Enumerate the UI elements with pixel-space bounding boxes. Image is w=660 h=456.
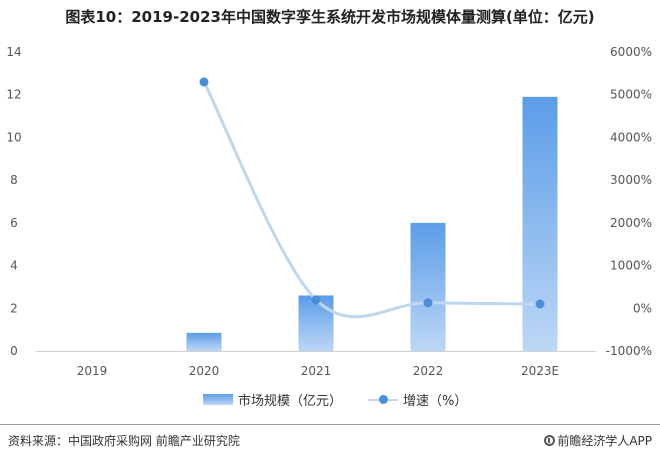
legend-marker [379, 395, 388, 404]
y-right-tick-label: 1000% [610, 259, 652, 273]
chart-title: 图表10：2019-2023年中国数字孪生系统开发市场规模体量测算(单位：亿元) [65, 8, 595, 26]
x-tick-label: 2023E [521, 364, 559, 378]
legend-bar-swatch [203, 394, 233, 405]
brand-credit: 前瞻经济学人APP [544, 432, 652, 449]
y-right-tick-label: 4000% [610, 130, 652, 144]
legend-line-label: 增速（%） [403, 394, 468, 409]
y-left-tick-label: 0 [10, 344, 18, 358]
y-left-tick-label: 12 [6, 88, 21, 102]
growth-series [199, 77, 545, 319]
y-left-tick-label: 6 [10, 216, 18, 230]
growth-marker [535, 299, 545, 309]
legend-bar-label: 市场规模（亿元） [238, 394, 343, 409]
x-tick-label: 2019 [77, 364, 108, 378]
x-tick-label: 2022 [413, 364, 444, 378]
x-tick-label: 2020 [189, 364, 220, 378]
y-axis-left: 0 2 4 6 8 10 12 14 [6, 45, 21, 358]
y-left-tick-label: 2 [10, 301, 18, 315]
legend: 市场规模（亿元） 增速（%） [0, 388, 660, 410]
bar [410, 222, 446, 351]
y-left-tick-label: 4 [10, 259, 18, 273]
y-right-tick-label: 0% [633, 301, 652, 315]
chart-plot: 0 2 4 6 8 10 12 14 -1000% 0% 1000% 2000% 3000% 4000%… [6, 45, 652, 378]
x-tick-label: 2021 [301, 364, 332, 378]
y-left-tick-label: 14 [6, 45, 21, 59]
y-right-tick-label: -1000% [606, 344, 652, 358]
x-axis: 2019 2020 2021 2022 2023E [77, 364, 559, 378]
bar [298, 295, 334, 351]
bar [522, 96, 558, 351]
y-right-tick-label: 3000% [610, 173, 652, 187]
growth-line [202, 81, 541, 319]
y-right-tick-label: 2000% [610, 216, 652, 230]
source-note: 资料来源：中国政府采购网 前瞻产业研究院 [8, 434, 240, 448]
y-left-tick-label: 10 [6, 130, 21, 144]
footer-divider [0, 424, 660, 425]
y-right-tick-label: 5000% [610, 88, 652, 102]
growth-marker [199, 77, 209, 87]
growth-marker [423, 298, 433, 308]
bar-series [186, 96, 558, 351]
y-right-tick-label: 6000% [610, 45, 652, 59]
brand-logo-icon [544, 435, 556, 446]
y-left-tick-label: 8 [10, 173, 18, 187]
brand-label: 前瞻经济学人APP [557, 434, 652, 448]
bar [186, 332, 222, 351]
growth-marker [311, 295, 321, 305]
y-axis-right: -1000% 0% 1000% 2000% 3000% 4000% 5000% 6000% [606, 45, 652, 358]
